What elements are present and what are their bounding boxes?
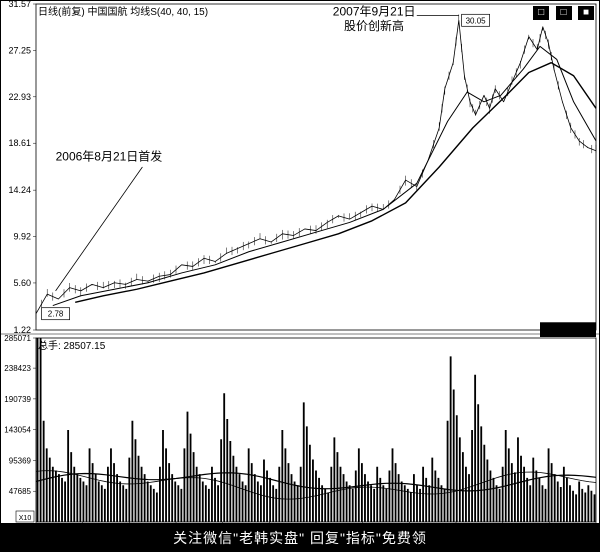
svg-text:22.93: 22.93 — [8, 92, 31, 102]
svg-text:日线(前复) 中国国航 均线S(40, 40, 15): 日线(前复) 中国国航 均线S(40, 40, 15) — [38, 5, 208, 18]
svg-text:18.61: 18.61 — [8, 138, 31, 148]
svg-text:X10: X10 — [19, 515, 32, 522]
svg-text:47685: 47685 — [9, 487, 32, 496]
svg-text:238423: 238423 — [4, 364, 31, 373]
svg-text:143054: 143054 — [4, 426, 31, 435]
svg-text:31.57: 31.57 — [8, 0, 31, 9]
svg-text:股价创新高: 股价创新高 — [344, 18, 404, 33]
svg-text:14.24: 14.24 — [8, 185, 31, 195]
svg-text:9.92: 9.92 — [13, 232, 31, 242]
btn-3[interactable]: ■ — [578, 6, 594, 20]
svg-text:2007年9月21日: 2007年9月21日 — [333, 4, 416, 18]
svg-text:285071: 285071 — [4, 334, 31, 343]
svg-text:190739: 190739 — [4, 395, 31, 404]
wechat-banner: 关注微信"老韩实盘" 回复"指标"免费领 — [0, 524, 600, 552]
svg-text:27.25: 27.25 — [8, 45, 31, 55]
svg-text:5.60: 5.60 — [13, 278, 31, 288]
svg-text:2.78: 2.78 — [48, 310, 64, 319]
btn-1[interactable]: □ — [533, 6, 549, 20]
btn-2[interactable]: □ — [556, 6, 572, 20]
svg-text:总手: 28507.15: 总手: 28507.15 — [38, 339, 106, 352]
window-controls: □ □ ■ — [531, 2, 594, 20]
svg-text:95369: 95369 — [9, 456, 32, 465]
svg-text:30.05: 30.05 — [466, 16, 487, 25]
svg-text:2006年8月21日首发: 2006年8月21日首发 — [56, 148, 163, 163]
